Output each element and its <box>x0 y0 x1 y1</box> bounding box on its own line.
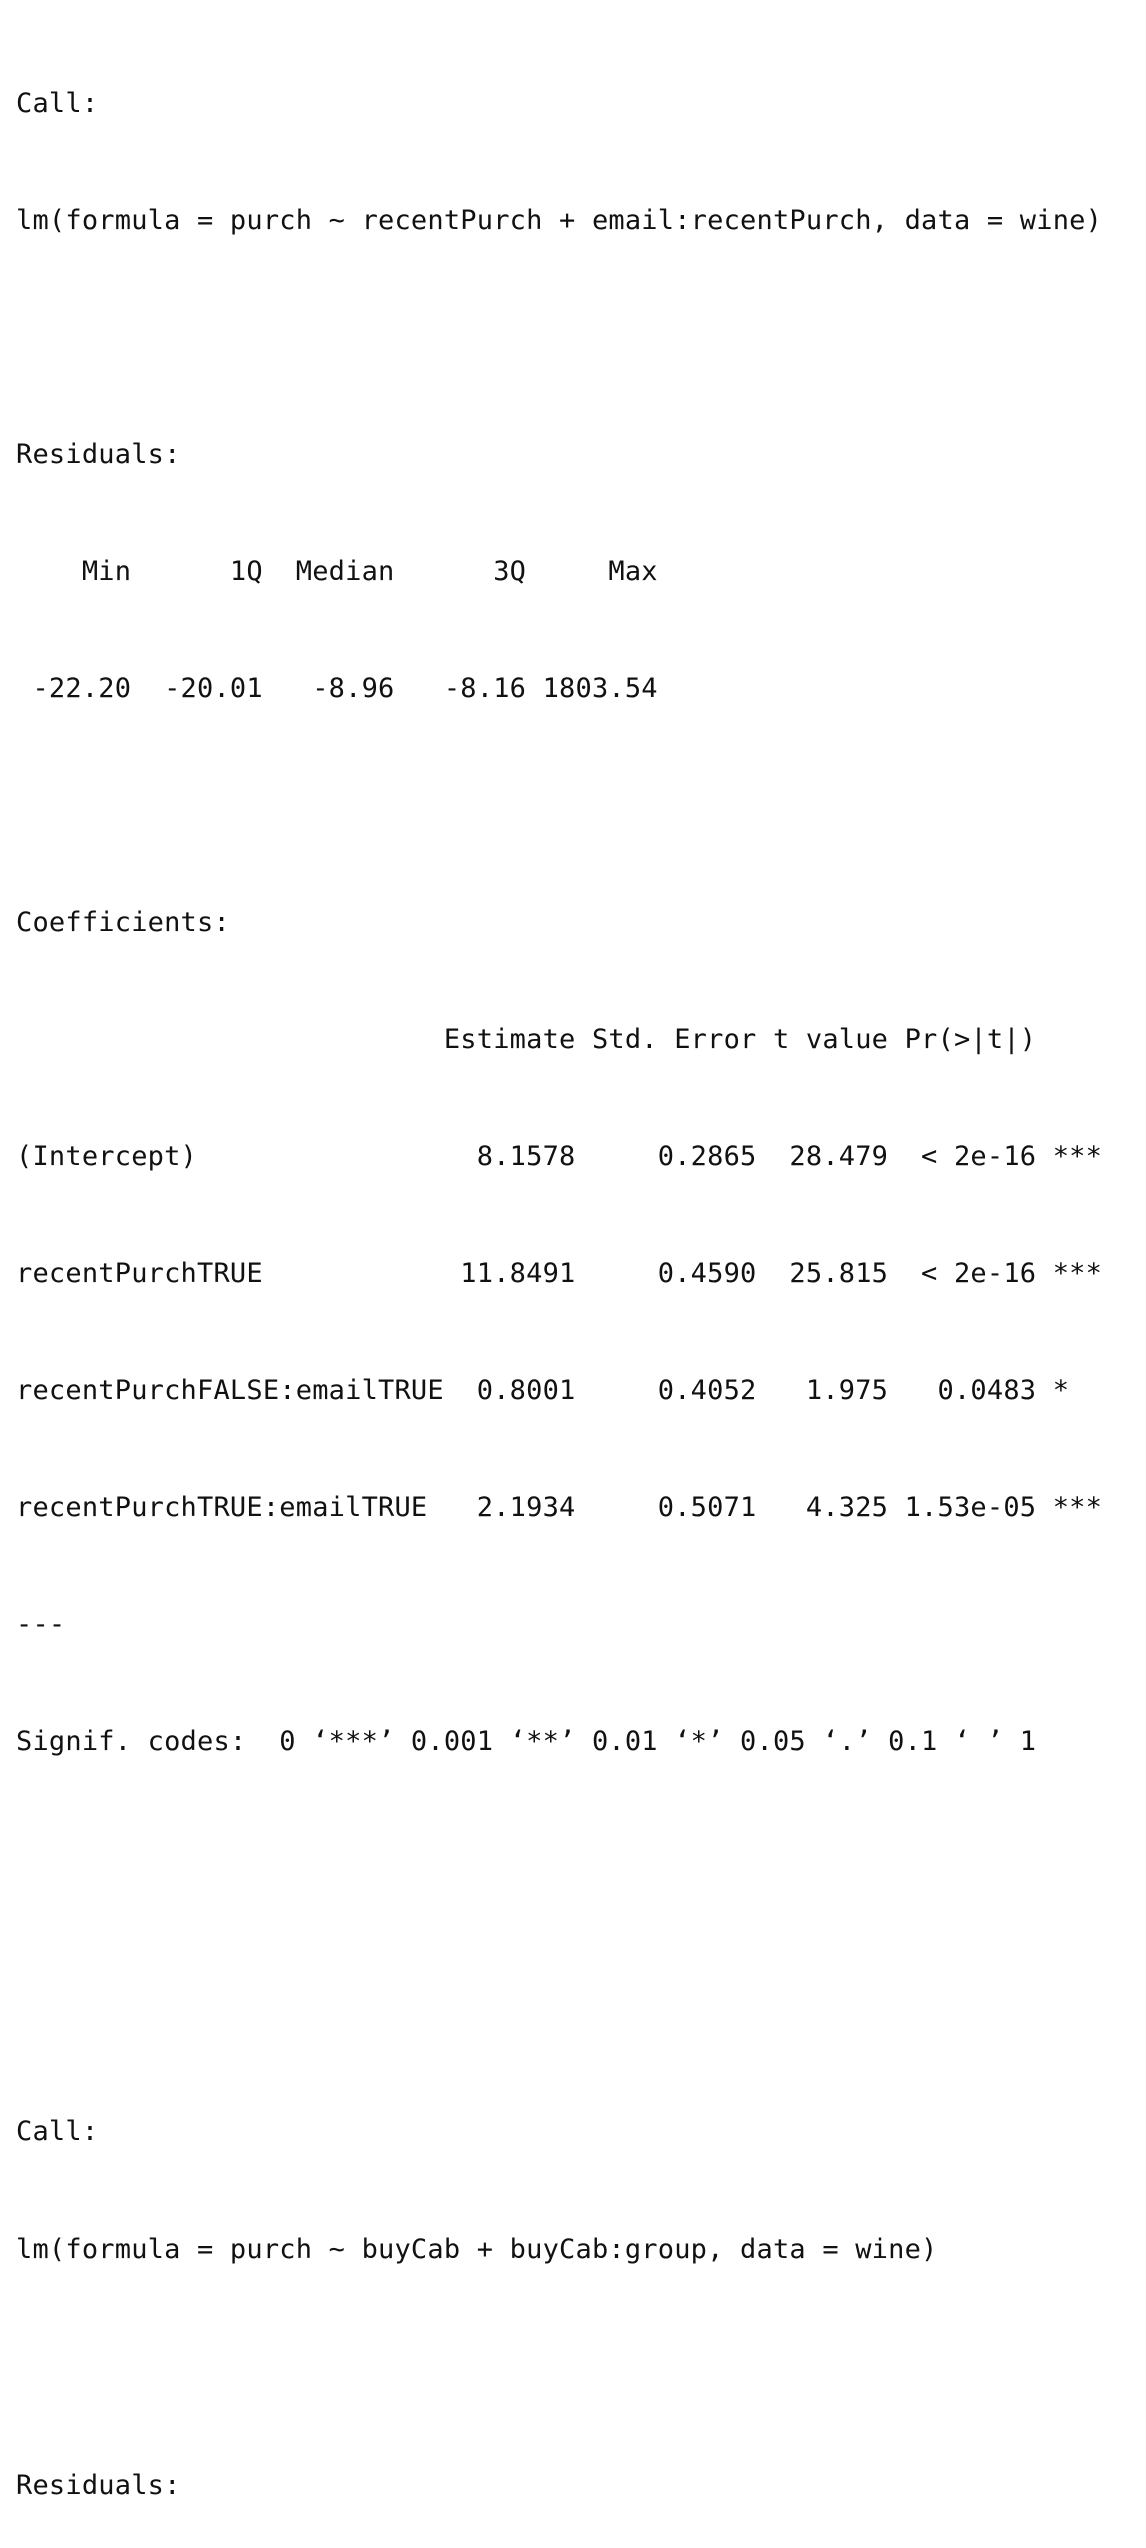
call-formula: lm(formula = purch ~ recentPurch + email… <box>16 205 1103 236</box>
coefficient-row: (Intercept) 8.1578 0.2865 28.479 < 2e-16… <box>16 1141 1103 1172</box>
residuals-label: Residuals: <box>16 2470 181 2501</box>
separator: --- <box>16 1609 66 1640</box>
blank-line <box>16 1956 1102 1995</box>
blank-line <box>16 1839 1102 1878</box>
call-label: Call: <box>16 2116 99 2147</box>
blank-line <box>16 318 1102 357</box>
blank-line <box>16 786 1102 825</box>
coefficients-label: Coefficients: <box>16 907 230 938</box>
coefficient-row: recentPurchTRUE:emailTRUE 2.1934 0.5071 … <box>16 1492 1103 1523</box>
r-console-output: Call: lm(formula = purch ~ recentPurch +… <box>16 6 1102 2548</box>
signif-codes: Signif. codes: 0 ‘***’ 0.001 ‘**’ 0.01 ‘… <box>16 1726 1037 1757</box>
coefficient-row: recentPurchFALSE:emailTRUE 0.8001 0.4052… <box>16 1375 1103 1406</box>
blank-line <box>16 2348 1102 2388</box>
residuals-label: Residuals: <box>16 439 181 470</box>
residuals-values: -22.20 -20.01 -8.96 -8.16 1803.54 <box>16 673 675 704</box>
residuals-header: Min 1Q Median 3Q Max <box>16 556 675 587</box>
call-label: Call: <box>16 88 99 119</box>
coefficients-header: Estimate Std. Error t value Pr(>|t|) <box>16 1024 1103 1055</box>
call-formula: lm(formula = purch ~ buyCab + buyCab:gro… <box>16 2234 938 2265</box>
